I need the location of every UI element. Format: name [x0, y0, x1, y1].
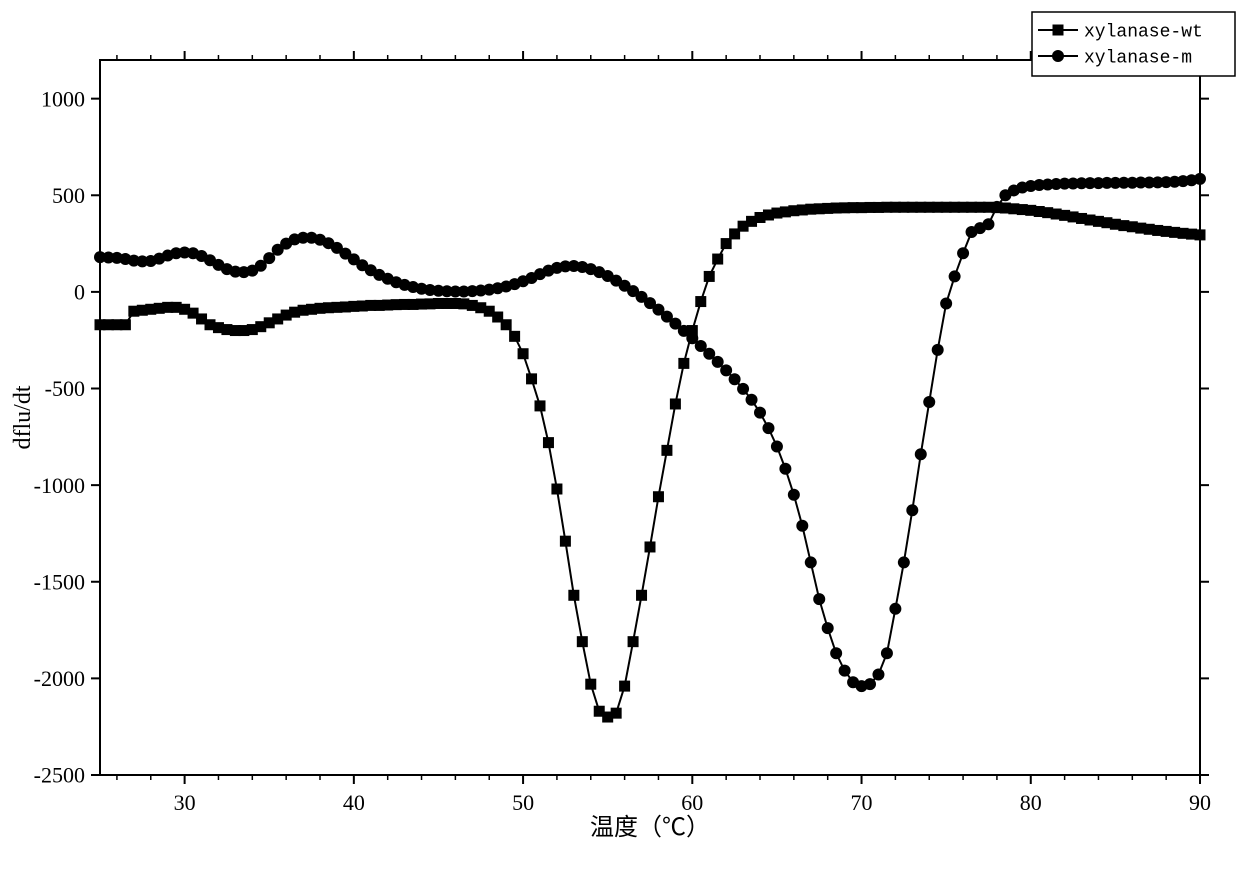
x-tick-label: 60 — [681, 790, 703, 815]
marker-square — [619, 681, 630, 692]
marker-circle — [991, 201, 1003, 213]
y-tick-label: -1500 — [34, 569, 85, 594]
y-axis-label: dflu/dt — [10, 385, 36, 449]
chart-container: 30 40 50 60 70 80 90 -2500 -2000 -1500 -1000 -500 0 5… — [0, 0, 1240, 883]
marker-circle — [779, 463, 791, 475]
marker-circle — [822, 622, 834, 634]
marker-circle — [864, 678, 876, 690]
marker-circle — [762, 422, 774, 434]
marker-square — [712, 254, 723, 265]
marker-circle — [771, 440, 783, 452]
marker-square — [611, 708, 622, 719]
marker-circle — [720, 364, 732, 376]
marker-circle — [932, 344, 944, 356]
marker-square — [577, 636, 588, 647]
marker-circle — [839, 665, 851, 677]
marker-circle — [881, 647, 893, 659]
marker-circle — [906, 504, 918, 516]
marker-circle — [923, 396, 935, 408]
marker-square — [568, 590, 579, 601]
marker-square — [678, 358, 689, 369]
marker-square — [695, 296, 706, 307]
marker-circle — [957, 247, 969, 259]
marker-circle — [940, 297, 952, 309]
marker-circle — [898, 556, 910, 568]
series-line-xylanase-wt — [100, 207, 1200, 717]
marker-square — [526, 373, 537, 384]
chart-svg: 30 40 50 60 70 80 90 -2500 -2000 -1500 -1000 -500 0 5… — [0, 0, 1240, 883]
marker-circle — [872, 669, 884, 681]
marker-square — [518, 348, 529, 359]
marker-circle — [889, 603, 901, 615]
marker-square — [636, 590, 647, 601]
marker-square — [535, 400, 546, 411]
y-tick-label: 500 — [52, 183, 85, 208]
marker-square — [585, 679, 596, 690]
marker-circle — [788, 489, 800, 501]
marker-square — [560, 536, 571, 547]
x-tick-label: 30 — [174, 790, 196, 815]
y-tick-label: -2500 — [34, 763, 85, 788]
marker-circle — [729, 373, 741, 385]
marker-square — [543, 437, 554, 448]
marker-square — [645, 541, 656, 552]
y-tick-label: 1000 — [41, 86, 85, 111]
marker-circle — [712, 356, 724, 368]
marker-circle — [805, 556, 817, 568]
marker-square — [551, 484, 562, 495]
marker-square — [653, 491, 664, 502]
marker-circle — [796, 520, 808, 532]
marker-square — [661, 445, 672, 456]
legend-label: xylanase-m — [1084, 48, 1192, 68]
x-tick-label: 90 — [1189, 790, 1211, 815]
marker-circle — [737, 383, 749, 395]
y-tick-label: -500 — [45, 376, 85, 401]
marker-square — [628, 636, 639, 647]
marker-circle — [813, 593, 825, 605]
marker-square — [1195, 229, 1206, 240]
marker-circle — [949, 270, 961, 282]
legend-label: xylanase-wt — [1084, 22, 1203, 42]
x-axis-label: 温度（℃） — [590, 814, 710, 841]
marker-square — [501, 319, 512, 330]
marker-circle — [830, 647, 842, 659]
marker-square — [670, 398, 681, 409]
plot-border — [100, 60, 1200, 775]
marker-square — [509, 331, 520, 342]
marker-circle — [1194, 173, 1206, 185]
legend-marker-square — [1053, 25, 1064, 36]
marker-circle — [982, 218, 994, 230]
x-tick-label: 70 — [851, 790, 873, 815]
marker-circle — [746, 394, 758, 406]
y-tick-label: -1000 — [34, 473, 85, 498]
y-tick-label: -2000 — [34, 666, 85, 691]
y-tick-label: 0 — [74, 280, 85, 305]
marker-circle — [915, 448, 927, 460]
legend-marker-circle — [1052, 50, 1064, 62]
marker-circle — [754, 407, 766, 419]
x-tick-label: 80 — [1020, 790, 1042, 815]
marker-square — [704, 271, 715, 282]
x-tick-label: 40 — [343, 790, 365, 815]
marker-square — [120, 319, 131, 330]
x-tick-label: 50 — [512, 790, 534, 815]
marker-square — [721, 238, 732, 249]
